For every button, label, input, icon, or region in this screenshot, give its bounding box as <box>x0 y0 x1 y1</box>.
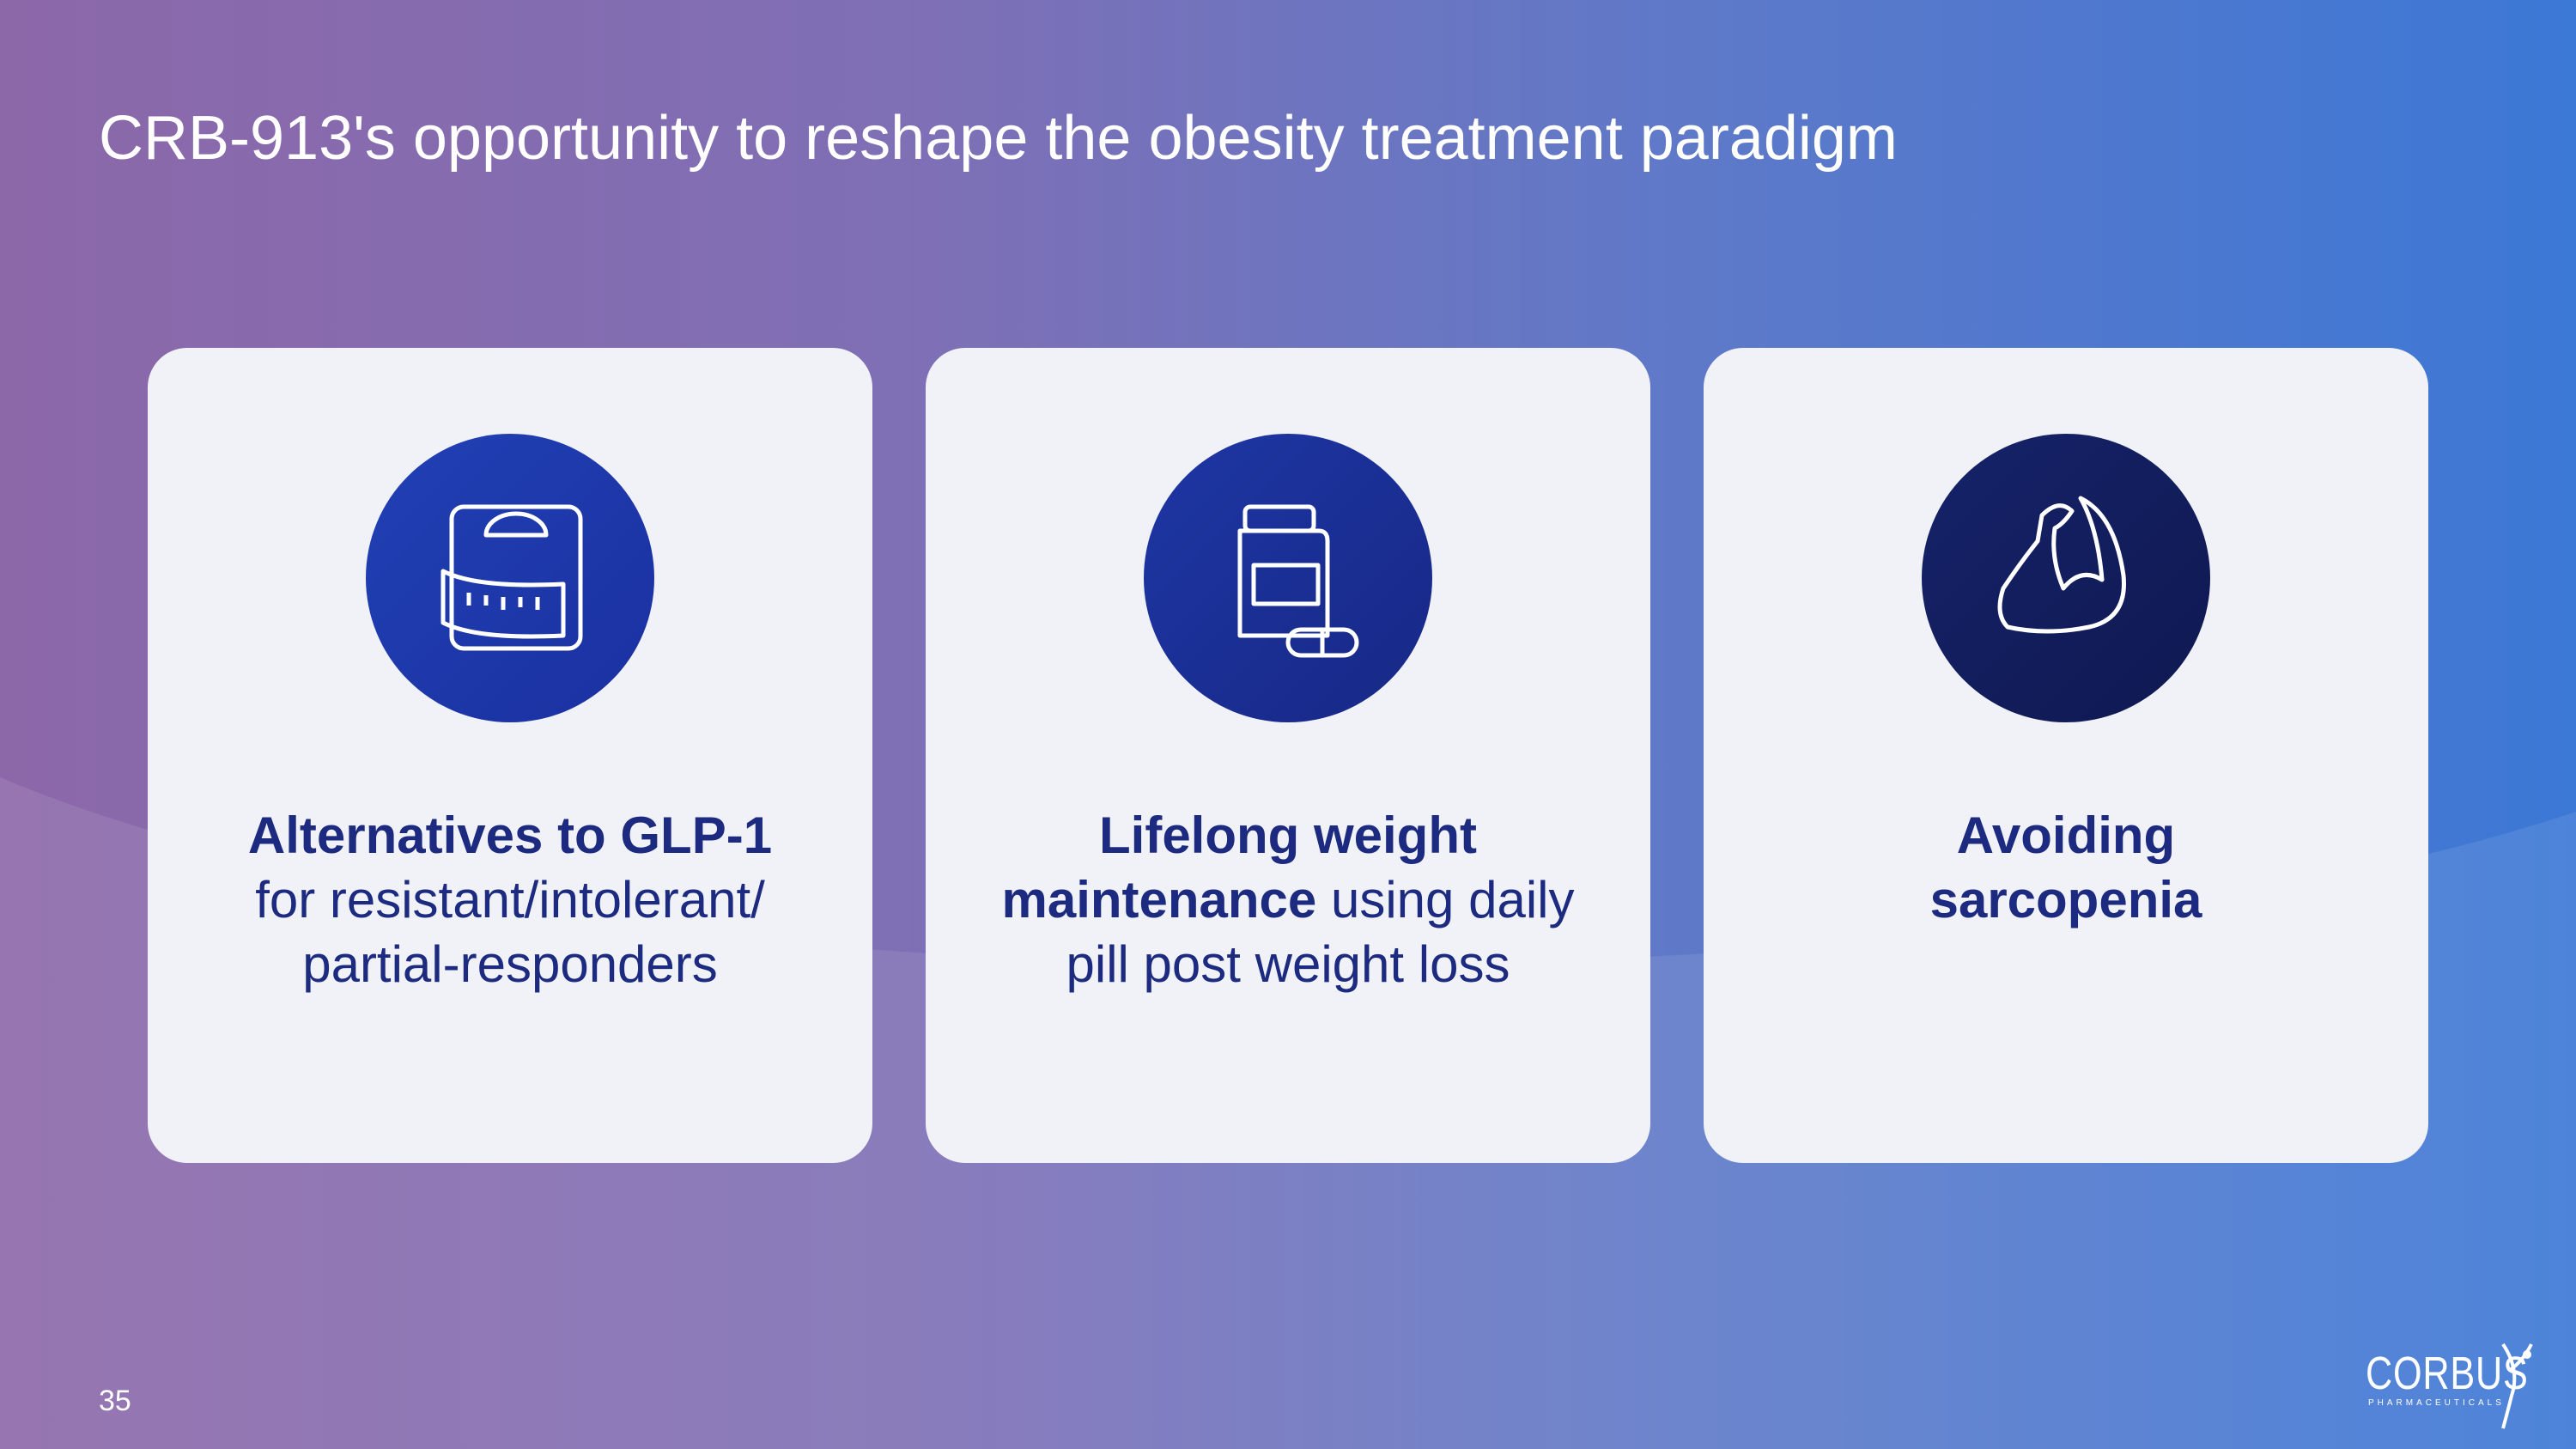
card-text: Avoiding sarcopenia <box>1704 803 2428 932</box>
bold-text: Alternatives to GLP-1 <box>247 807 773 864</box>
card: Lifelong weight maintenance using daily pi… <box>926 348 1650 1163</box>
text-line: sarcopenia <box>1704 868 2428 932</box>
text-line: pill post weight loss <box>926 932 1650 996</box>
bold-text: Lifelong weight <box>1099 807 1477 864</box>
scale-icon <box>366 434 654 722</box>
text-line: Alternatives to GLP-1 <box>148 803 872 868</box>
body-text: pill post weight loss <box>1066 935 1510 993</box>
card: Alternatives to GLP-1 for resistant/intol… <box>148 348 872 1163</box>
text-line: maintenance using daily <box>926 868 1650 932</box>
text-line: partial-responders <box>148 932 872 996</box>
muscle-icon <box>1922 434 2210 722</box>
card-text: Lifelong weight maintenance using daily pi… <box>926 803 1650 996</box>
page-number: 35 <box>99 1385 131 1417</box>
bold-text: maintenance <box>1001 871 1317 928</box>
body-text: partial-responders <box>302 935 718 993</box>
text-line: Avoiding <box>1704 803 2428 868</box>
bold-text: Avoiding <box>1956 807 2176 864</box>
logo-name: CORBUS <box>2366 1348 2529 1399</box>
logo-tagline: PHARMACEUTICALS <box>2368 1398 2505 1408</box>
card-text: Alternatives to GLP-1 for resistant/intol… <box>148 803 872 996</box>
text-line: Lifelong weight <box>926 803 1650 868</box>
body-text: using daily <box>1330 871 1575 928</box>
bold-text: sarcopenia <box>1929 871 2202 928</box>
text-line: for resistant/intolerant/ <box>148 868 872 932</box>
body-text: for resistant/intolerant/ <box>255 871 765 928</box>
pill-icon <box>1144 434 1432 722</box>
slide-title: CRB-913's opportunity to reshape the obe… <box>99 104 1898 173</box>
logo-mark <box>2501 1342 2533 1429</box>
card: Avoiding sarcopenia <box>1704 348 2428 1163</box>
